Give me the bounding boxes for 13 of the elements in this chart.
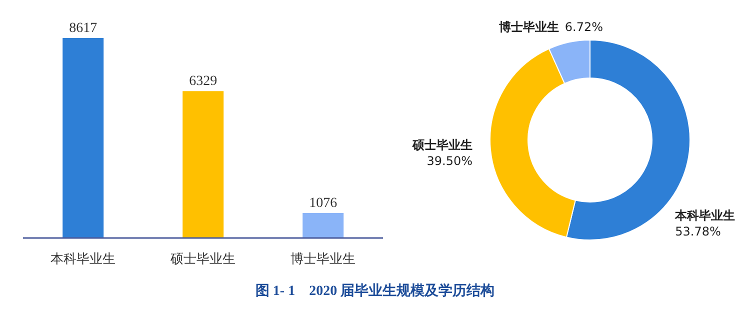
slice-label: 硕士毕业生 bbox=[412, 138, 473, 152]
caption: 图 1- 1 2020 届毕业生规模及学历结构 bbox=[255, 284, 495, 299]
x-tick-label: 本科毕业生 bbox=[50, 252, 116, 268]
data-label: 53.78% bbox=[675, 224, 721, 239]
data-label: 8617 bbox=[69, 21, 98, 36]
x-tick-label: 硕士毕业生 bbox=[170, 252, 236, 268]
data-label: 1076 bbox=[309, 196, 338, 212]
slice-label: 博士毕业生 bbox=[498, 20, 559, 34]
slice-label: 本科毕业生 bbox=[674, 208, 736, 223]
data-label: 6.72% bbox=[564, 20, 604, 34]
data-label: 6329 bbox=[189, 74, 218, 90]
x-tick-label: 博士毕业生 bbox=[290, 252, 356, 268]
data-label: 39.50% bbox=[426, 154, 473, 168]
